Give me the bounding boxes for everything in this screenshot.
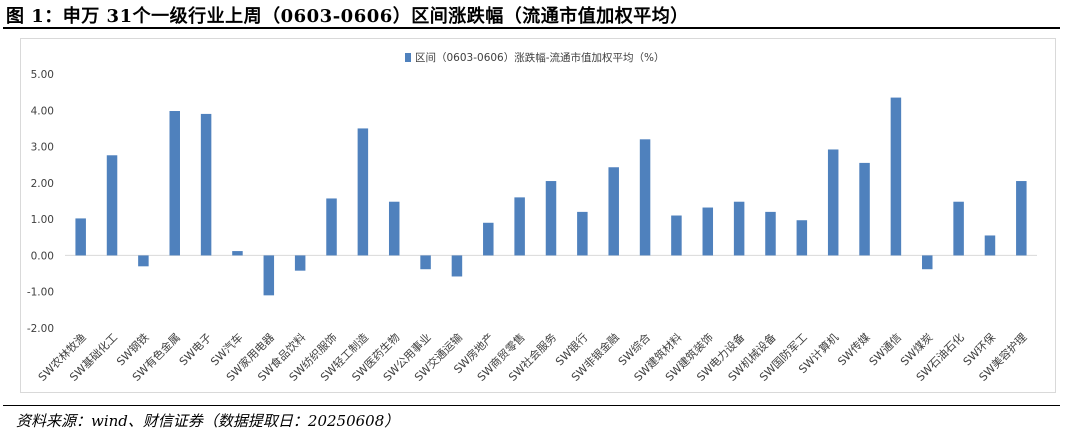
bar (545, 181, 557, 256)
bar (984, 235, 996, 256)
y-tick-label: 1.00 (31, 214, 54, 226)
bar (1016, 181, 1027, 256)
bar (138, 255, 149, 267)
bar (796, 220, 808, 256)
bar (514, 197, 525, 256)
bar (733, 201, 745, 256)
legend-swatch (405, 53, 411, 62)
bar (890, 97, 902, 256)
bar (483, 222, 494, 256)
bar (765, 211, 776, 256)
x-tick-label: SW电子 (177, 331, 214, 368)
source-rule (3, 405, 1060, 406)
bar (357, 128, 369, 256)
y-tick-label: -1.00 (27, 287, 54, 299)
bar (232, 251, 243, 256)
figure-title: 图 1：申万 31个一级行业上周（0603-0606）区间涨跌幅（流通市值加权平… (6, 6, 689, 27)
bar (859, 162, 870, 256)
legend-label: 区间（0603-0606）涨跌幅-流通市值加权平均（%） (415, 51, 665, 64)
bar (200, 113, 212, 256)
chart-area: 5.00 4.00 3.00 2.00 1.00 0.00 -1.00 -2.00 SW农林牧渔… (20, 38, 1056, 393)
source-note: 资料来源：wind、财信证券（数据提取日：20250608） (16, 412, 400, 430)
y-tick-label: 4.00 (31, 105, 54, 117)
x-tick-label: SW传媒 (835, 331, 872, 368)
y-tick-label: 2.00 (31, 178, 54, 190)
bar (263, 255, 275, 296)
bar (639, 139, 651, 256)
title-rule (3, 27, 1060, 29)
y-tick-label: 5.00 (31, 69, 54, 81)
bar (577, 211, 588, 256)
bar (106, 155, 118, 256)
bar (671, 215, 682, 256)
bar (451, 255, 463, 277)
bar (326, 198, 337, 256)
bar (294, 255, 306, 271)
bar (953, 201, 964, 256)
y-tick-label: 0.00 (31, 250, 54, 262)
y-tick-label: 3.00 (31, 142, 54, 154)
bar (420, 255, 431, 270)
y-tick-label: -2.00 (27, 323, 54, 335)
bar (608, 167, 619, 256)
bar (702, 207, 714, 256)
bar (827, 149, 839, 256)
bar (75, 218, 86, 256)
bar (922, 255, 933, 270)
bar-chart: 5.004.003.002.001.000.00-1.00-2.00SW农林牧渔… (27, 51, 1037, 384)
x-tick-label: SW通信 (867, 331, 904, 368)
bar (388, 201, 400, 256)
bar (169, 111, 180, 256)
